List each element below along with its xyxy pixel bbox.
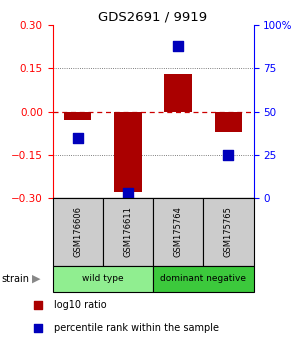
Bar (153, 266, 254, 292)
Bar (52, 266, 153, 292)
Text: GSM176611: GSM176611 (123, 206, 132, 257)
Point (226, 152, 231, 158)
Text: log10 ratio: log10 ratio (54, 300, 106, 310)
Bar (64, 112, 92, 120)
Text: GSM175765: GSM175765 (224, 206, 233, 257)
Bar (52, 198, 103, 266)
Text: wild type: wild type (82, 274, 124, 283)
Bar (214, 112, 242, 132)
Text: ▶: ▶ (32, 274, 40, 284)
Point (125, 190, 130, 196)
Text: strain: strain (2, 274, 29, 284)
Point (176, 43, 181, 48)
Text: GSM175764: GSM175764 (174, 206, 183, 257)
Text: percentile rank within the sample: percentile rank within the sample (54, 323, 219, 333)
Point (75, 135, 80, 140)
Bar (103, 198, 153, 266)
Text: dominant negative: dominant negative (160, 274, 246, 283)
Bar (114, 112, 142, 193)
Point (35, 325, 40, 331)
Bar (164, 74, 192, 112)
Bar (153, 198, 203, 266)
Title: GDS2691 / 9919: GDS2691 / 9919 (98, 11, 208, 24)
Point (35, 302, 40, 308)
Bar (203, 198, 254, 266)
Text: GSM176606: GSM176606 (73, 206, 82, 257)
